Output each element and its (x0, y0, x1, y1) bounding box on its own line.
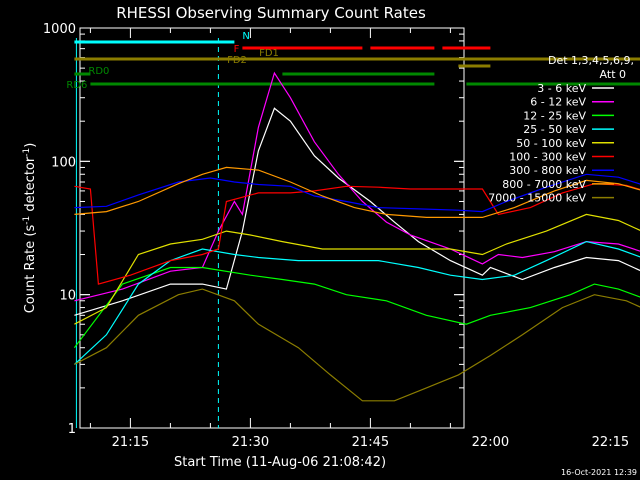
legend-header-2: Att 0 (600, 68, 626, 81)
y-axis-label: Count Rate (s-1 detector-1) (22, 143, 38, 314)
series-line-2 (73, 266, 640, 349)
legend-label: 300 - 800 keV (509, 164, 586, 177)
series-line-7 (74, 166, 640, 218)
x-tick-label: 21:45 (352, 435, 389, 450)
y-label-part: Count Rate (s (23, 225, 38, 314)
flag-label-fd2: FD2 (227, 55, 247, 66)
y-tick-label: 1000 (43, 22, 76, 37)
flag-label-n: N (242, 31, 249, 42)
legend-label: 12 - 25 keV (523, 109, 586, 122)
flag-label-f: F (234, 44, 240, 55)
legend-label: 6 - 12 keV (530, 96, 586, 109)
series-line-8 (74, 288, 640, 402)
chart-title: RHESSI Observing Summary Count Rates (116, 4, 426, 22)
flag-label-rd6: RD6 (66, 80, 87, 91)
series-line-5 (74, 183, 640, 285)
series-line-4 (74, 213, 640, 325)
legend-label: 100 - 300 keV (509, 151, 586, 164)
y-label-exp2: -1 (22, 148, 32, 157)
legend-label: 800 - 7000 keV (502, 178, 586, 191)
legend-label: 50 - 100 keV (516, 137, 586, 150)
series-line-6 (74, 173, 640, 213)
plot-frame (79, 27, 465, 429)
series-lines (73, 71, 640, 402)
legend-header-1: Det 1,3,4,5,6,9, (548, 54, 634, 67)
y-tick-label: 1 (68, 422, 76, 437)
timestamp: 16-Oct-2021 12:39 (561, 468, 637, 477)
legend-label: 3 - 6 keV (537, 82, 586, 95)
x-tick-label: 22:15 (592, 435, 629, 450)
y-tick-label: 10 (59, 289, 76, 304)
y-label-end: ) (23, 143, 38, 148)
x-tick-label: 21:30 (232, 435, 269, 450)
y-label-mid: detector (23, 156, 38, 216)
y-tick-label: 100 (51, 155, 76, 170)
y-axis: 1000 100 10 1 (43, 22, 464, 437)
legend-label: 7000 - 15000 keV (488, 192, 586, 205)
x-tick-label: 21:15 (112, 435, 149, 450)
flag-label-fd1: FD1 (259, 48, 279, 59)
x-axis-label: Start Time (11-Aug-06 21:08:42) (174, 455, 386, 470)
series-line-1 (74, 71, 640, 302)
flag-label-rd0: RD0 (88, 66, 109, 77)
series-line-3 (73, 240, 640, 365)
legend-label: 25 - 50 keV (523, 123, 586, 136)
series-line-0 (74, 107, 640, 316)
x-tick-label: 22:00 (472, 435, 509, 450)
y-label-exp1: -1 (22, 216, 32, 225)
